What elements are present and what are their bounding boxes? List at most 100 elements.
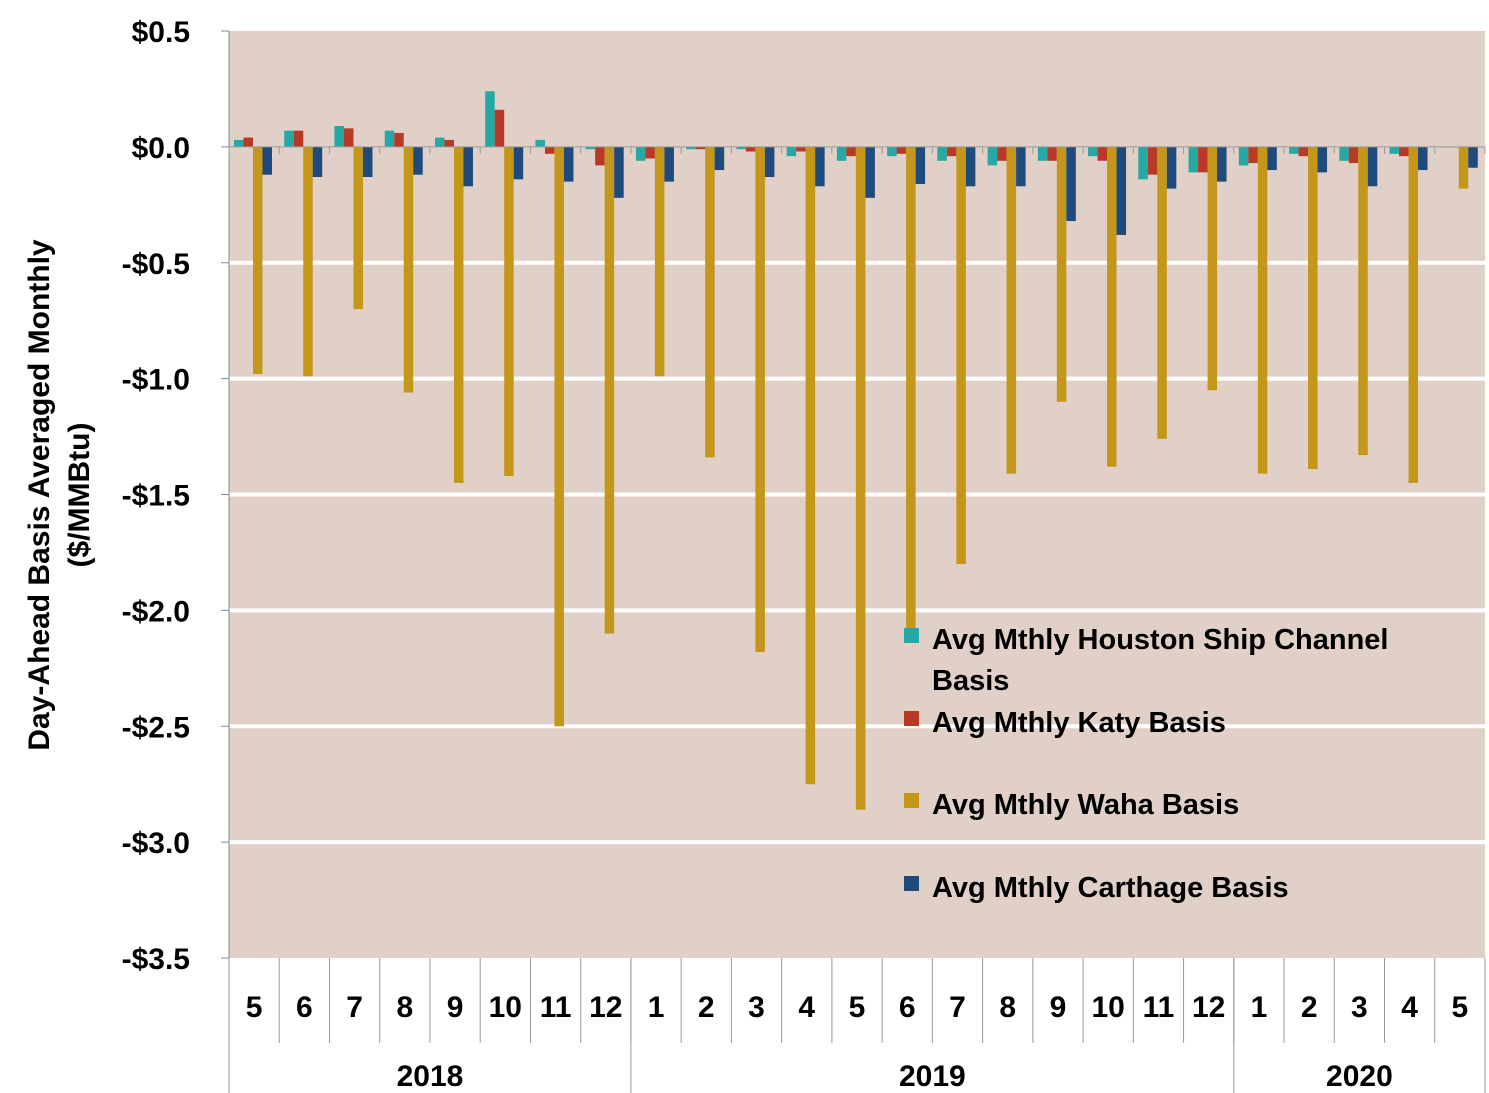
x-tick-label: 3: [1351, 991, 1368, 1024]
bar: [1198, 146, 1208, 173]
bar: [714, 146, 725, 171]
x-tick-label: 4: [1401, 991, 1418, 1024]
bar: [604, 146, 615, 634]
bar: [906, 146, 916, 634]
bar: [614, 146, 624, 198]
bar: [1399, 146, 1409, 157]
bar: [786, 146, 797, 157]
bar: [987, 146, 998, 166]
x-tick-label: 10: [1092, 991, 1125, 1024]
bar: [234, 139, 244, 147]
bar: [1016, 146, 1026, 187]
bar: [815, 146, 825, 187]
legend-label: Avg Mthly Katy Basis: [932, 707, 1226, 739]
bar: [1037, 146, 1048, 161]
bar: [343, 128, 354, 147]
bar: [887, 146, 897, 157]
x-tick-label: 5: [246, 991, 263, 1024]
bar: [1348, 146, 1359, 164]
bar: [1166, 146, 1177, 189]
bar: [965, 146, 976, 187]
bar: [1289, 146, 1299, 154]
x-tick-label: 8: [999, 991, 1016, 1024]
bar: [563, 146, 574, 182]
bar: [956, 146, 966, 565]
bar: [434, 137, 445, 147]
x-tick-label: 6: [899, 991, 916, 1024]
bar: [463, 146, 473, 187]
y-tick-label: -$3.5: [122, 943, 190, 976]
y-axis-title-line2: ($/MMBtu): [63, 423, 96, 568]
x-tick-label: 2: [698, 991, 715, 1024]
bar: [1188, 146, 1199, 173]
bar: [1408, 146, 1419, 483]
bars: [234, 91, 1478, 810]
bar: [413, 146, 423, 175]
bar: [654, 146, 665, 377]
x-tick-label: 12: [1192, 991, 1225, 1024]
bar: [645, 146, 655, 159]
x-tick-label: 7: [346, 991, 363, 1024]
bar: [836, 146, 847, 161]
y-tick-label: -$3.0: [122, 827, 190, 860]
bar: [1238, 146, 1249, 166]
legend: Avg Mthly Houston Ship Channel Basis Avg M…: [904, 624, 1388, 904]
bar: [485, 91, 495, 147]
legend-label: Avg Mthly Carthage Basis: [932, 872, 1289, 904]
bar: [504, 146, 514, 476]
bar: [353, 146, 363, 310]
x-tick-label: 6: [296, 991, 313, 1024]
bar: [1056, 146, 1067, 402]
legend-swatch: [904, 711, 919, 726]
bar: [846, 146, 856, 157]
x-tick-label: 4: [798, 991, 815, 1024]
bar: [1217, 146, 1227, 182]
bar: [705, 146, 715, 458]
x-tick-label: 10: [489, 991, 522, 1024]
y-tick-label: -$1.5: [122, 480, 190, 513]
bar: [736, 146, 746, 150]
bar: [334, 126, 344, 147]
axes: $0.5 $0.0 -$0.5 -$1.0 -$1.5 -$2.0 -$2.5 -$3.0 -$…: [122, 16, 1486, 1093]
bar: [1339, 146, 1349, 161]
legend-swatch: [904, 793, 919, 808]
bar: [1267, 146, 1277, 171]
y-tick-label: -$1.0: [122, 364, 190, 397]
x-year-label: 2020: [1326, 1060, 1393, 1093]
bar: [444, 139, 454, 147]
bar: [686, 146, 696, 150]
bar: [494, 109, 505, 147]
bar: [915, 146, 926, 184]
x-year-label: 2018: [397, 1060, 464, 1093]
bar: [535, 139, 545, 147]
bar: [453, 146, 464, 483]
bar: [635, 146, 646, 161]
x-tick-label: 1: [1251, 991, 1268, 1024]
bar: [764, 146, 775, 178]
bar: [805, 146, 816, 785]
bar: [865, 146, 875, 198]
legend-swatch: [904, 876, 919, 891]
bar: [855, 146, 866, 810]
bar: [1047, 146, 1057, 161]
legend-label: Avg Mthly Houston Ship Channel: [932, 624, 1388, 656]
x-tick-label: 11: [540, 991, 572, 1024]
bar: [595, 146, 605, 166]
x-tick-label: 3: [748, 991, 765, 1024]
y-tick-label: $0.0: [132, 132, 190, 165]
y-tick-label: -$2.0: [122, 595, 190, 628]
bar: [303, 146, 313, 377]
x-tick-label: 7: [949, 991, 966, 1024]
bar: [796, 146, 806, 152]
bar: [1358, 146, 1368, 456]
bar: [554, 146, 564, 727]
bar: [946, 146, 957, 157]
bar: [312, 146, 323, 178]
y-tick-label: -$0.5: [122, 248, 190, 281]
bar: [1257, 146, 1268, 474]
bar: [1107, 146, 1117, 467]
bar: [1147, 146, 1158, 175]
bar: [896, 146, 907, 154]
bar: [1418, 146, 1428, 171]
bar: [1006, 146, 1017, 474]
